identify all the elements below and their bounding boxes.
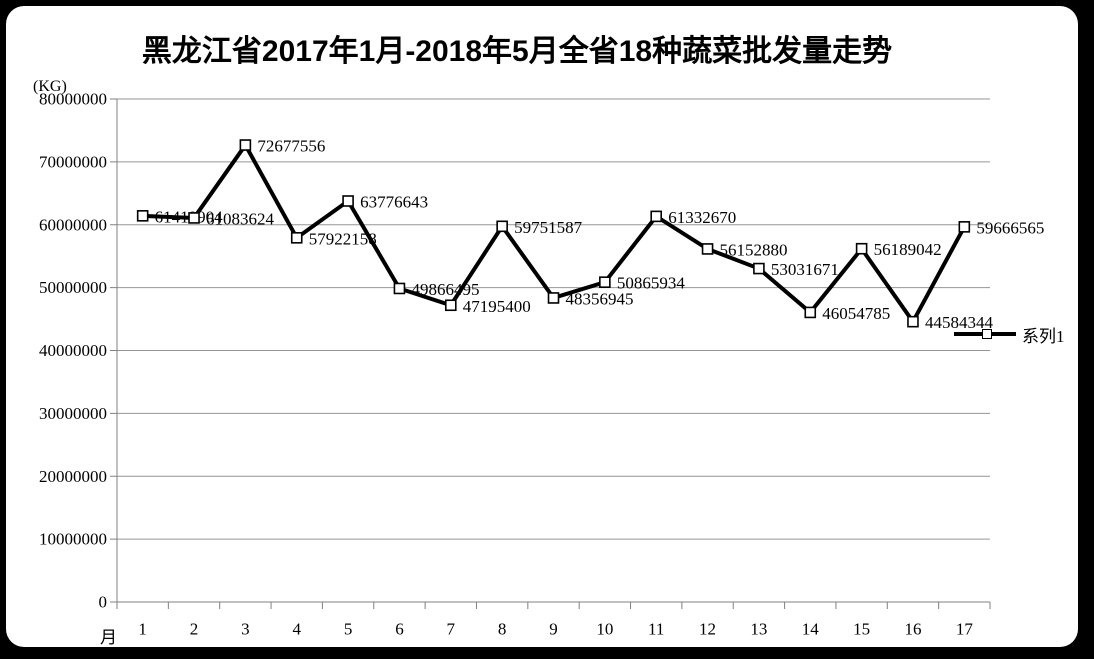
data-point-marker: [650, 210, 663, 223]
y-axis-unit-label: (KG): [33, 78, 67, 95]
data-point-label: 56189042: [874, 240, 942, 259]
data-point-marker: [547, 292, 560, 304]
data-point-label: 46054785: [822, 304, 890, 323]
y-tick-label: 80000000: [39, 90, 107, 109]
x-tick-label: 14: [802, 620, 820, 639]
legend-label: 系列1: [1022, 326, 1065, 346]
data-point-label: 47195400: [463, 297, 531, 316]
x-tick-label: 6: [395, 620, 404, 639]
x-tick-label: 7: [447, 620, 456, 639]
data-point-marker: [599, 276, 611, 288]
x-tick-label: 2: [190, 620, 199, 639]
x-tick-label: 5: [344, 620, 353, 639]
data-point-marker: [239, 139, 252, 151]
data-point-marker: [136, 210, 149, 222]
data-point-label: 59751587: [514, 218, 583, 237]
data-point-marker: [290, 232, 303, 244]
x-tick-label: 8: [498, 620, 507, 639]
data-point-label: 56152880: [720, 240, 788, 259]
data-point-label: 72677556: [257, 137, 325, 156]
data-point-marker: [393, 282, 406, 295]
data-point-marker: [753, 262, 765, 275]
legend-line-marker-icon: [954, 329, 1016, 339]
chart-title: 黑龙江省2017年1月-2018年5月全省18种蔬菜批发量走势: [141, 35, 893, 68]
data-point-label: 61332670: [668, 208, 736, 227]
chart-canvas: 黑龙江省2017年1月-2018年5月全省18种蔬菜批发量走势 (KG) 0 10…: [6, 6, 1078, 647]
y-tick-label: 20000000: [39, 467, 107, 486]
data-point-label: 44584344: [925, 313, 994, 332]
y-tick-label: 70000000: [39, 152, 107, 171]
y-tick-label: 40000000: [39, 341, 107, 360]
data-point-marker: [444, 299, 457, 312]
data-point-marker: [855, 242, 868, 255]
y-tick-label: 30000000: [39, 404, 107, 423]
data-point-marker: [342, 195, 354, 207]
data-point-marker: [958, 221, 971, 233]
x-tick-label: 16: [904, 620, 921, 639]
plot-area: 0 10000000 20000000 30000000 40000000 5000000…: [39, 90, 1044, 639]
legend: 系列1: [954, 321, 1065, 347]
data-point-label: 50865934: [617, 274, 686, 293]
x-tick-label: 3: [241, 620, 250, 639]
x-tick-label: 10: [596, 620, 613, 639]
data-point-label: 59666565: [976, 218, 1044, 237]
x-tick-label: 11: [648, 620, 664, 639]
x-tick-label: 17: [956, 620, 974, 639]
data-point-label: 57922158: [309, 229, 377, 248]
x-tick-label: 13: [750, 620, 767, 639]
x-tick-label: 15: [853, 620, 870, 639]
data-point-label: 63776643: [360, 193, 428, 212]
data-point-marker: [804, 306, 817, 319]
data-point-label: 61083624: [206, 209, 275, 228]
data-point-marker: [496, 220, 508, 233]
x-tick-label: 1: [138, 620, 147, 639]
y-tick-label: 10000000: [39, 530, 107, 549]
y-tick-label: 0: [99, 593, 108, 612]
data-point-marker: [188, 212, 200, 224]
data-point-label: 49866495: [411, 280, 479, 299]
data-point-label: 53031671: [771, 260, 839, 279]
data-point-marker: [701, 243, 714, 255]
y-tick-label: 60000000: [39, 215, 107, 234]
x-tick-label: 4: [292, 620, 301, 639]
x-tick-label: 12: [699, 620, 716, 639]
x-axis-title: 月: [100, 628, 117, 647]
data-point-marker: [907, 315, 919, 328]
data-point-label: 48356945: [566, 289, 634, 308]
x-tick-label: 9: [549, 620, 558, 639]
y-tick-label: 50000000: [39, 278, 107, 297]
